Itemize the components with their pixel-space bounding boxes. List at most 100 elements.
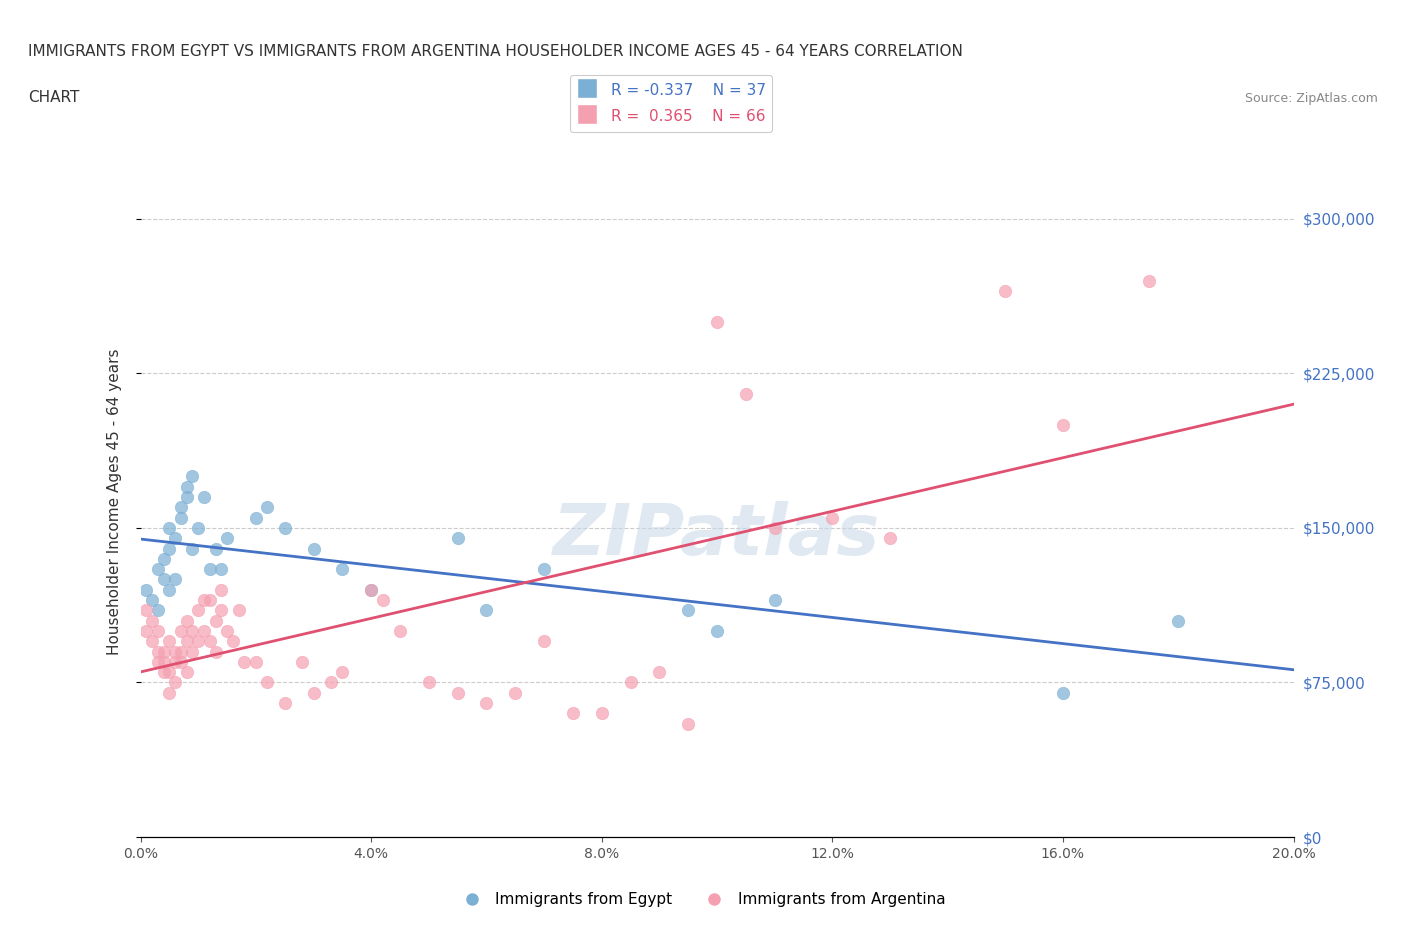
Point <box>228 603 250 618</box>
Point <box>146 562 169 577</box>
Point <box>533 562 555 577</box>
Point <box>135 603 157 618</box>
Point <box>447 531 470 546</box>
Point <box>187 634 209 649</box>
Point <box>591 706 613 721</box>
Point <box>388 623 411 638</box>
Point <box>678 716 700 731</box>
Point <box>146 623 169 638</box>
Point <box>141 592 163 607</box>
Point <box>274 696 297 711</box>
Point <box>141 634 163 649</box>
Point <box>648 665 671 680</box>
Point <box>146 655 169 670</box>
Point <box>165 572 187 587</box>
Point <box>209 582 232 597</box>
Legend: Immigrants from Egypt, Immigrants from Argentina: Immigrants from Egypt, Immigrants from A… <box>454 886 952 913</box>
Point <box>198 592 221 607</box>
Point <box>152 572 174 587</box>
Point <box>256 675 278 690</box>
Point <box>176 489 198 504</box>
Point <box>176 634 198 649</box>
Point <box>245 511 267 525</box>
Point <box>475 696 498 711</box>
Point <box>245 655 267 670</box>
Point <box>371 592 394 607</box>
Point <box>204 644 226 659</box>
Point <box>198 562 221 577</box>
Point <box>735 387 758 402</box>
Text: CHART: CHART <box>28 90 80 105</box>
Point <box>198 634 221 649</box>
Point <box>135 582 157 597</box>
Point <box>204 613 226 628</box>
Point <box>302 541 325 556</box>
Point <box>533 634 555 649</box>
Point <box>170 623 193 638</box>
Point <box>994 284 1017 299</box>
Point <box>146 603 169 618</box>
Point <box>360 582 382 597</box>
Point <box>165 655 187 670</box>
Point <box>217 531 239 546</box>
Point <box>1139 273 1161 288</box>
Point <box>176 613 198 628</box>
Point <box>152 551 174 566</box>
Point <box>146 644 169 659</box>
Point <box>170 644 193 659</box>
Point <box>193 623 215 638</box>
Point <box>418 675 440 690</box>
Point <box>821 511 844 525</box>
Point <box>256 500 278 515</box>
Point <box>165 675 187 690</box>
Point <box>319 675 342 690</box>
Point <box>159 665 180 680</box>
Point <box>135 623 157 638</box>
Point <box>678 603 700 618</box>
Point <box>165 644 187 659</box>
Y-axis label: Householder Income Ages 45 - 64 years: Householder Income Ages 45 - 64 years <box>107 349 122 656</box>
Point <box>181 623 204 638</box>
Text: ZIPatlas: ZIPatlas <box>554 501 880 570</box>
Point <box>152 644 174 659</box>
Point <box>233 655 256 670</box>
Point <box>159 582 180 597</box>
Point <box>763 521 786 536</box>
Point <box>879 531 901 546</box>
Point <box>204 541 226 556</box>
Point <box>187 521 209 536</box>
Point <box>291 655 314 670</box>
Point <box>332 562 354 577</box>
Point <box>706 623 728 638</box>
Point <box>187 603 209 618</box>
Point <box>181 541 204 556</box>
Point <box>165 531 187 546</box>
Point <box>475 603 498 618</box>
Point <box>193 592 215 607</box>
Point <box>332 665 354 680</box>
Text: Source: ZipAtlas.com: Source: ZipAtlas.com <box>1244 92 1378 105</box>
Point <box>170 511 193 525</box>
Point <box>193 489 215 504</box>
Point <box>619 675 641 690</box>
Point <box>1052 685 1074 700</box>
Point <box>274 521 297 536</box>
Point <box>181 644 204 659</box>
Point <box>159 634 180 649</box>
Point <box>447 685 470 700</box>
Point <box>170 500 193 515</box>
Point <box>181 469 204 484</box>
Point <box>152 655 174 670</box>
Point <box>159 685 180 700</box>
Point <box>503 685 526 700</box>
Text: IMMIGRANTS FROM EGYPT VS IMMIGRANTS FROM ARGENTINA HOUSEHOLDER INCOME AGES 45 - : IMMIGRANTS FROM EGYPT VS IMMIGRANTS FROM… <box>28 44 963 59</box>
Point <box>176 479 198 494</box>
Point <box>209 562 232 577</box>
Point <box>1052 418 1074 432</box>
Legend: R = -0.337    N = 37, R =  0.365    N = 66: R = -0.337 N = 37, R = 0.365 N = 66 <box>569 74 772 132</box>
Point <box>176 665 198 680</box>
Point <box>562 706 585 721</box>
Point <box>706 314 728 329</box>
Point <box>159 541 180 556</box>
Point <box>763 592 786 607</box>
